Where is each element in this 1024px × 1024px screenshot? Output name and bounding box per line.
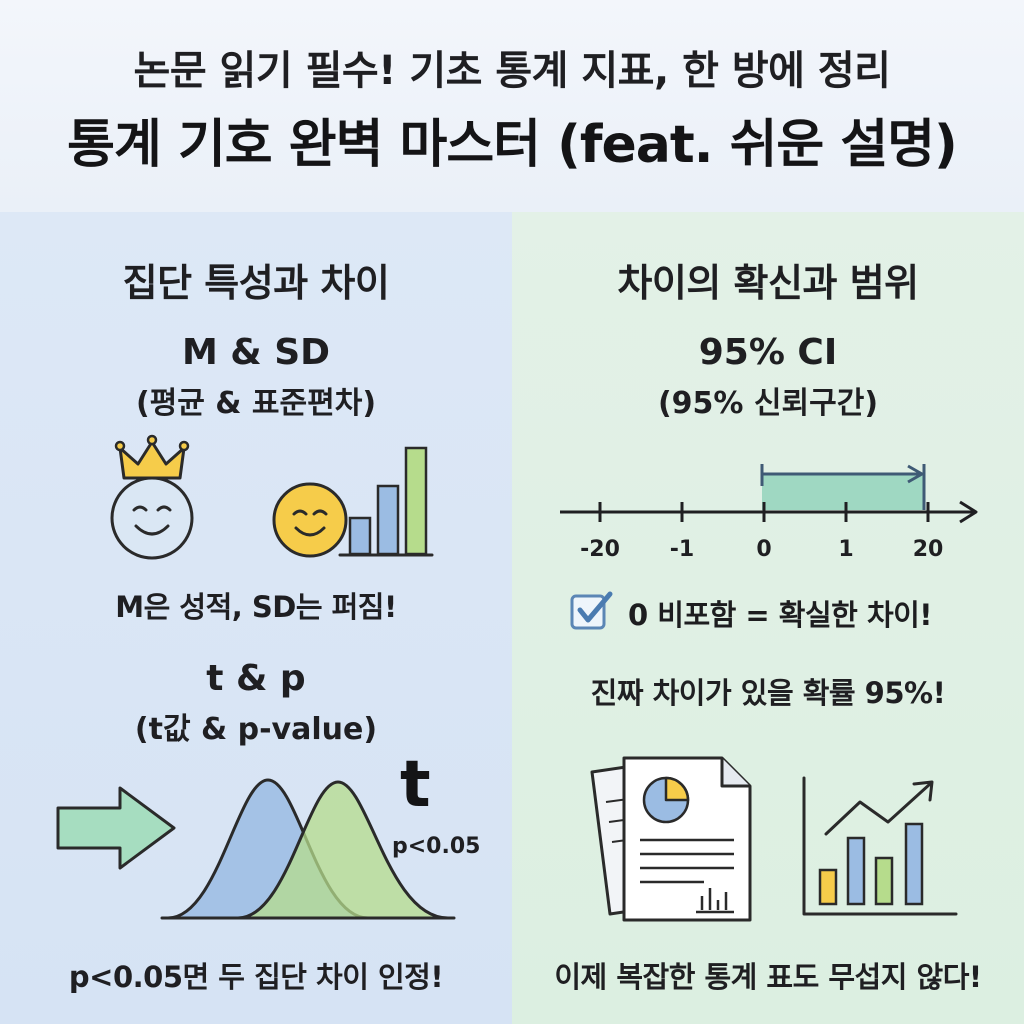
check-text: 0 비포함 = 확실한 차이! xyxy=(628,598,933,632)
probability-text: 진짜 차이가 있을 확률 95%! xyxy=(590,676,946,710)
smiley-bar-chart xyxy=(272,446,434,558)
ci-title: 95% CI xyxy=(698,332,838,373)
tp-subtitle: (t값 & p-value) xyxy=(134,712,378,747)
ci-range-band xyxy=(762,474,924,510)
axis-tick-label: 1 xyxy=(838,537,853,562)
crowned-smiley xyxy=(110,434,194,560)
smiley-face-icon xyxy=(110,476,194,560)
ci-subtitle: (95% 신뢰구간) xyxy=(657,386,879,421)
right-arrow-icon xyxy=(56,786,176,870)
axis-tick-label: 20 xyxy=(913,537,944,562)
msd-subtitle: (평균 & 표준편차) xyxy=(135,386,377,421)
right-heading: 차이의 확신과 범위 xyxy=(617,261,919,305)
title-line-2: 통계 기호 완벽 마스터 (feat. 쉬운 설명) xyxy=(67,115,958,175)
checkbox-checked-icon xyxy=(570,591,613,630)
axis-tick-label: 0 xyxy=(756,537,771,562)
ci-range-arrow xyxy=(760,464,926,510)
msd-title: M & SD xyxy=(181,332,331,373)
right-panel: 차이의 확신과 범위 95% CI (95% 신뢰구간) -20 -1 0 1 20 0… xyxy=(512,212,1024,1024)
number-line-ticks: -20 -1 0 1 20 xyxy=(580,502,943,562)
left-heading: 집단 특성과 차이 xyxy=(122,261,390,305)
p-value-label: p<0.05 xyxy=(392,834,481,859)
left-panel: 집단 특성과 차이 M & SD (평균 & 표준편차) xyxy=(0,212,512,1024)
number-line-axis xyxy=(560,500,978,524)
tp-title: t & p xyxy=(206,658,306,699)
t-symbol: t xyxy=(400,748,431,822)
report-document-icon xyxy=(590,756,752,922)
trend-chart-icon xyxy=(802,776,958,916)
bar-chart-icon xyxy=(338,446,434,557)
msd-note: M은 성적, SD는 퍼짐! xyxy=(115,590,397,624)
axis-tick-label: -20 xyxy=(580,537,620,562)
header: 논문 읽기 필수! 기초 통계 지표, 한 방에 정리 통계 기호 완벽 마스터… xyxy=(0,0,1024,212)
confidence-interval-number-line: -20 -1 0 1 20 xyxy=(560,464,978,562)
smiley-face-icon xyxy=(272,482,348,558)
title-line-1: 논문 읽기 필수! 기초 통계 지표, 한 방에 정리 xyxy=(133,48,891,94)
tp-note: p<0.05면 두 집단 차이 인정! xyxy=(68,960,444,994)
crown-icon xyxy=(114,434,190,480)
bottom-note: 이제 복잡한 통계 표도 무섭지 않다! xyxy=(554,960,982,994)
normal-distribution-curves-icon xyxy=(160,778,456,920)
axis-tick-label: -1 xyxy=(670,537,694,562)
